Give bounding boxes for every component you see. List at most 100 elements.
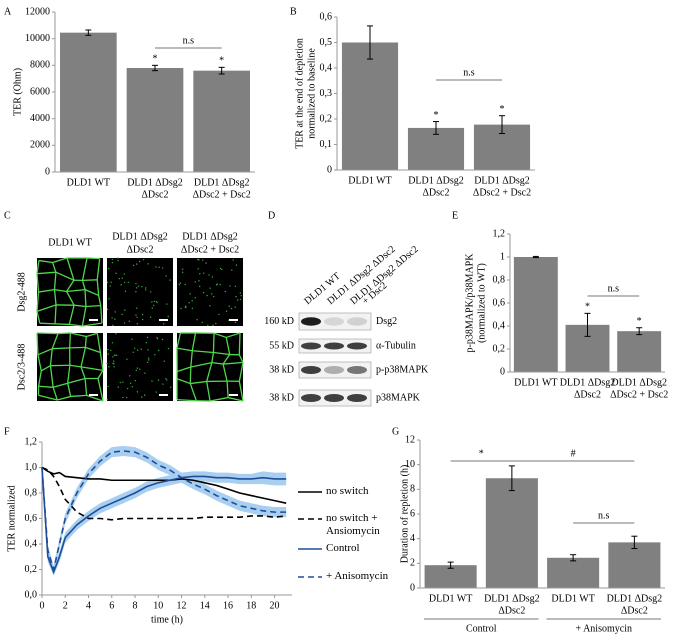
series-line [41, 467, 287, 575]
speckle [111, 317, 113, 319]
speckle [185, 305, 187, 307]
error-bar [508, 465, 515, 492]
cell-border [39, 322, 56, 325]
speckle [123, 281, 126, 284]
cell-border [211, 361, 224, 365]
protein-label: p38MAPK [376, 392, 421, 403]
speckle [151, 380, 153, 382]
speckle [135, 314, 137, 316]
cell-border [54, 304, 57, 324]
cell-border [222, 354, 231, 365]
bar [193, 70, 250, 172]
speckle [235, 264, 238, 266]
speckle [169, 279, 171, 281]
cell-border [38, 288, 55, 293]
speckle [146, 361, 149, 364]
speckle [117, 257, 119, 259]
kd-label: 38 kD [269, 392, 294, 403]
x-tick-label: 4 [86, 600, 91, 611]
cell-border [81, 306, 87, 327]
speckle [137, 285, 140, 287]
speckle [211, 293, 213, 295]
error-bar [570, 554, 577, 562]
cell-border [51, 333, 59, 349]
speckle [231, 269, 233, 271]
cell-border [80, 366, 86, 379]
cell-border [66, 279, 75, 292]
cell-border [85, 304, 101, 308]
cell-border [176, 378, 191, 385]
annotation: * [479, 448, 484, 459]
speckle [157, 349, 160, 352]
cell-border [99, 352, 104, 371]
cell-border [82, 322, 103, 327]
speckle [120, 284, 122, 286]
speckle [213, 295, 215, 298]
speckle [106, 308, 109, 311]
panel-label: F [4, 426, 10, 437]
speckle [122, 396, 124, 399]
y-axis-label: TER normalized [6, 485, 17, 551]
cell-border [49, 348, 53, 366]
cell-border [53, 289, 57, 305]
blot-band [301, 317, 321, 326]
speckle [119, 381, 121, 384]
speckle [132, 264, 135, 267]
speckle [179, 282, 182, 284]
annotation: * [153, 54, 158, 65]
speckle [199, 285, 201, 288]
speckle [202, 291, 205, 294]
speckle [115, 333, 117, 335]
cell-border [226, 381, 229, 398]
cell-border [190, 361, 212, 368]
speckle [194, 297, 196, 299]
annotation: * [219, 56, 224, 67]
error-bar [499, 115, 505, 135]
annotation: * [434, 110, 439, 121]
cell-border [68, 305, 75, 325]
x-tick-label: 10 [153, 600, 163, 611]
speckle [151, 307, 153, 309]
speckle [224, 290, 227, 293]
bar [485, 478, 538, 588]
group-label: Control [466, 623, 497, 634]
bar [424, 565, 477, 588]
cell-border [190, 380, 207, 385]
y-tick-label: 1,2 [25, 436, 38, 447]
speckle [216, 283, 218, 285]
cell-border [38, 259, 53, 264]
y-tick-label: 2000 [30, 140, 50, 151]
speckle [163, 360, 165, 362]
speckle [206, 294, 208, 297]
speckle [148, 359, 150, 361]
cell-border [86, 394, 104, 402]
blot-band [301, 394, 321, 402]
speckle [232, 259, 234, 261]
cell-border [96, 333, 102, 353]
y-axis-label: Duration of repletion (h) [399, 465, 410, 564]
speckle [107, 267, 110, 270]
y-tick-label: 1 [500, 251, 505, 262]
cell-border [69, 332, 72, 348]
legend-label: no switch [326, 485, 369, 497]
cell-border [238, 362, 244, 382]
speckle [167, 315, 169, 318]
y-tick-label: 0,6 [320, 11, 333, 22]
annotation: n.s [463, 67, 475, 78]
y-axis-label: p-p38MAPK/p38MAPK [464, 253, 475, 353]
y-tick-label: 12000 [25, 6, 50, 17]
y-tick-label: 0 [500, 366, 505, 377]
speckle [144, 372, 146, 374]
y-tick-label: 0,1 [320, 139, 333, 150]
blot-band [324, 366, 344, 374]
micrograph [177, 258, 243, 326]
speckle [237, 299, 239, 301]
error-bar [85, 29, 92, 36]
y-tick-label: 4 [410, 533, 415, 544]
error-bar [152, 64, 158, 72]
bar [341, 42, 399, 170]
speckle [155, 391, 157, 393]
speckle [117, 259, 119, 262]
cell-border [80, 366, 104, 372]
cell-border [52, 387, 58, 401]
